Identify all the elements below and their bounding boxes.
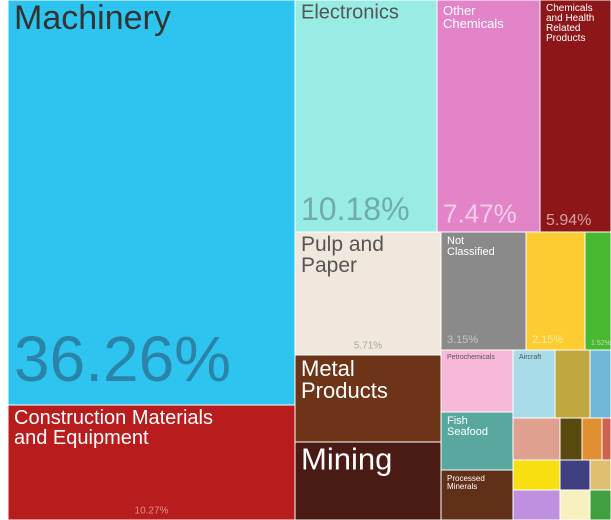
tile-value: 2.15% [532, 334, 563, 346]
tile [581, 417, 603, 461]
tile [294, 231, 442, 356]
tile [440, 411, 514, 471]
tile [294, 0, 438, 233]
tile-value: 10.27% [135, 505, 169, 516]
tile-label: Not Classified [447, 235, 495, 258]
tile-label: Fish Seafood [447, 415, 488, 438]
tile-label: Petrochemicals [447, 354, 495, 361]
tile [7, 404, 296, 520]
tile [589, 489, 611, 520]
tile-value: 7.47% [443, 199, 517, 229]
tile-label: Electronics [301, 2, 399, 24]
tile [512, 489, 561, 520]
tile [559, 489, 591, 520]
tile-value: 5.94% [546, 212, 591, 229]
tile [539, 0, 611, 233]
tile [7, 0, 296, 406]
tile-label: Mining [301, 441, 392, 476]
tile [525, 231, 586, 351]
tile [440, 349, 514, 413]
tile [584, 231, 611, 351]
tile [512, 417, 561, 461]
tile-value: 5.71% [354, 340, 382, 351]
tile [601, 417, 611, 461]
tile [440, 469, 514, 520]
tile [440, 231, 527, 351]
tile-value: 36.26% [14, 323, 231, 395]
tile-label: Other Chemicals [443, 3, 504, 31]
tile [589, 459, 611, 491]
tile-label: Processed Minerals [447, 474, 485, 491]
tile-value: 1.52% [591, 340, 611, 347]
tile [294, 441, 442, 520]
tile-label: Construction Materials and Equipment [14, 407, 213, 449]
tile [436, 0, 541, 233]
tile [294, 354, 442, 443]
tile-label: Pulp and Paper [301, 233, 384, 277]
tile-value: 3.15% [447, 334, 478, 346]
tile-label: Metal Products [301, 356, 388, 403]
tile [589, 349, 611, 419]
tile-label: Aircraft [519, 354, 541, 361]
tile-label: Chemicals and Health Related Products [546, 3, 594, 44]
tile [559, 459, 591, 491]
tile [554, 349, 591, 419]
tile-value: 10.18% [301, 191, 410, 227]
tile [559, 417, 583, 461]
tile [512, 349, 556, 419]
tile-label: Machinery [14, 0, 171, 37]
tile [512, 459, 561, 491]
